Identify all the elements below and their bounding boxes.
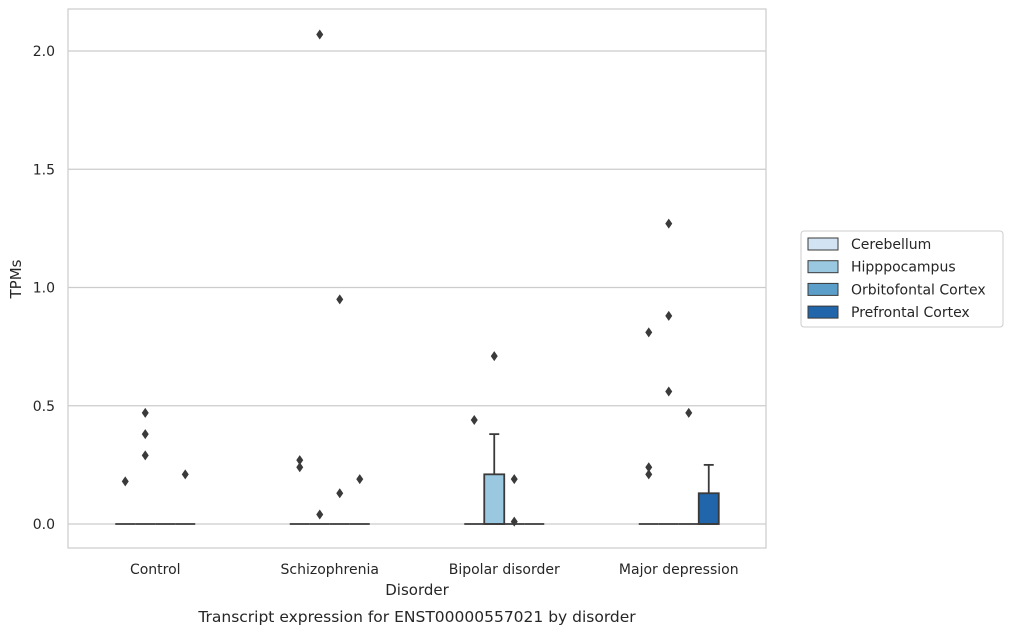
y-axis-ticks: 0.0 0.5 1.0 1.5 2.0	[33, 44, 55, 533]
outlier-point	[316, 509, 324, 520]
legend-swatch	[807, 237, 839, 251]
box-3-0	[638, 327, 659, 525]
box-1-1	[309, 29, 330, 525]
legend-label: Orbitofontal Cortex	[851, 282, 986, 298]
outlier-point	[336, 294, 344, 305]
box-1-3	[349, 474, 370, 525]
outlier-point	[645, 462, 653, 473]
legend-label: Prefrontal Cortex	[851, 305, 970, 321]
y-tick-label: 1.0	[33, 281, 55, 297]
legend: Cerebellum Hipppocampus Orbitofontal Corte…	[800, 230, 1004, 328]
box-2-0	[464, 414, 485, 525]
plot-marks	[115, 29, 720, 527]
outlier-point	[470, 414, 478, 425]
box-2-2	[504, 474, 525, 527]
outlier-point	[665, 310, 673, 321]
outlier-point	[510, 474, 518, 485]
outlier-point	[141, 429, 149, 440]
x-tick-label: Bipolar disorder	[449, 562, 560, 578]
box-body	[697, 492, 720, 525]
y-axis-label: TPMs	[7, 259, 25, 299]
chart-caption: Transcript expression for ENST0000055702…	[197, 608, 636, 626]
legend-swatch	[807, 260, 839, 274]
plot-frame	[67, 8, 767, 549]
x-tick-label: Major depression	[619, 562, 739, 578]
outlier-point	[645, 327, 653, 338]
box-body	[483, 473, 506, 525]
x-axis-label: Disorder	[385, 581, 449, 599]
y-tick-label: 0.0	[33, 517, 55, 533]
y-tick-label: 0.5	[33, 399, 55, 415]
outlier-point	[336, 488, 344, 499]
box-0-3	[175, 469, 196, 525]
box-3-1	[658, 218, 679, 525]
y-tick-label: 2.0	[33, 44, 55, 60]
box-1-0	[289, 455, 310, 525]
box-2-1	[483, 351, 506, 525]
outlier-point	[181, 469, 189, 480]
outlier-point	[665, 386, 673, 397]
box-3-2	[678, 407, 699, 525]
legend-swatch	[807, 282, 839, 296]
legend-frame	[800, 230, 1004, 328]
outlier-point	[316, 29, 324, 40]
outlier-point	[510, 516, 518, 527]
box-0-0	[115, 476, 136, 525]
box-1-2	[329, 294, 350, 525]
y-tick-label: 1.5	[33, 162, 55, 178]
outlier-point	[296, 462, 304, 473]
outlier-point	[685, 407, 693, 418]
x-axis-ticks: Control Schizophrenia Bipolar disorder Majo…	[130, 562, 739, 578]
box-0-1	[135, 407, 156, 525]
legend-label: Hipppocampus	[851, 260, 956, 276]
outlier-point	[490, 351, 498, 362]
outlier-point	[141, 407, 149, 418]
grid-lines	[68, 50, 766, 525]
outlier-point	[665, 218, 673, 229]
outlier-point	[296, 455, 304, 466]
legend-swatch	[807, 305, 839, 319]
outlier-point	[141, 450, 149, 461]
outlier-point	[645, 469, 653, 480]
x-tick-label: Control	[130, 562, 181, 578]
x-tick-label: Schizophrenia	[281, 562, 379, 578]
outlier-point	[121, 476, 129, 487]
box-3-3	[697, 463, 720, 525]
outlier-point	[356, 474, 364, 485]
legend-label: Cerebellum	[851, 237, 931, 253]
